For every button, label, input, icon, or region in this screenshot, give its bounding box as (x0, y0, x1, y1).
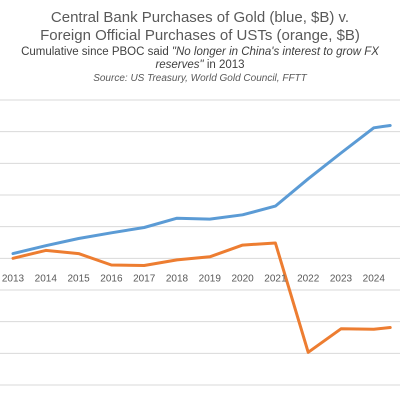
chart-title-line-1: Central Bank Purchases of Gold (blue, $B… (50, 9, 350, 26)
x-tick-label: 2024 (363, 273, 386, 284)
ust-purchases-line (11, 241, 392, 354)
x-tick-label: 2023 (330, 273, 353, 284)
x-tick-label: 2013 (2, 273, 25, 284)
series-lines (11, 124, 392, 354)
x-tick-label: 2021 (264, 273, 287, 284)
x-tick-label: 2016 (100, 273, 123, 284)
chart-title-line-2: Foreign Official Purchases of USTs (oran… (40, 27, 360, 44)
subtitle-quote-line-1: "No longer in China's interest to grow F… (171, 46, 379, 58)
x-tick-label: 2014 (35, 273, 58, 284)
subtitle-quote-line-2: reserves" (155, 59, 204, 71)
x-tick-label: 2015 (67, 273, 90, 284)
x-tick-label: 2018 (166, 273, 189, 284)
x-tick-label: 2017 (133, 273, 156, 284)
chart-source: Source: US Treasury, World Gold Council,… (93, 73, 307, 84)
x-tick-label: 2022 (297, 273, 320, 284)
chart-subtitle-line-2: reserves" in 2013 (0, 59, 400, 72)
x-axis-tick-labels: 2013 2014 2015 2016 2017 2018 2019 2020 2021 2022… (2, 273, 385, 284)
subtitle-suffix: in 2013 (203, 59, 245, 71)
gold-purchases-line (11, 124, 392, 256)
x-tick-label: 2019 (199, 273, 222, 284)
chart-subtitle-line-1: Cumulative since PBOC said "No longer in… (0, 46, 400, 59)
x-tick-label: 2020 (231, 273, 254, 284)
subtitle-prefix: Cumulative since PBOC said (21, 46, 172, 58)
gridlines (0, 99, 400, 386)
